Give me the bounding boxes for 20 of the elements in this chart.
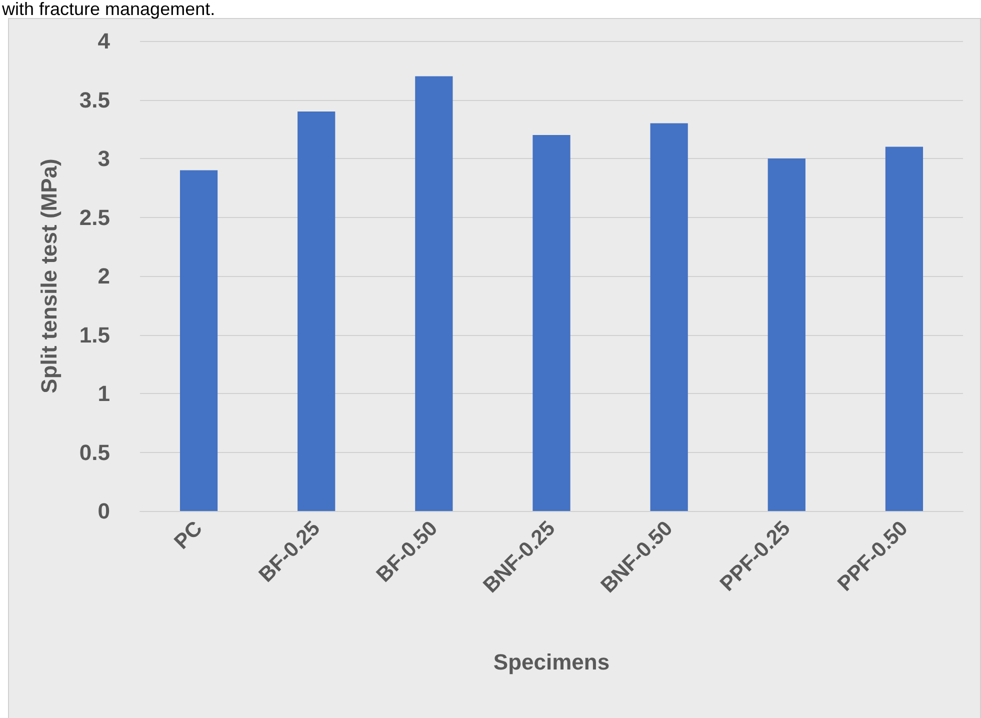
x-axis-title: Specimens <box>493 650 610 674</box>
bar <box>180 170 218 511</box>
y-tick-label: 0 <box>98 498 110 524</box>
text: with fracture management. <box>1 0 216 19</box>
x-tick-label: PC <box>170 516 207 554</box>
y-axis-title: Split tensile test (MPa) <box>36 158 62 394</box>
y-tick-label: 2.5 <box>79 204 110 230</box>
bar <box>415 76 453 511</box>
y-tick-label: 2 <box>98 264 110 288</box>
y-tick-label: 3.5 <box>79 87 110 112</box>
bar <box>885 146 924 511</box>
y-tick-label: 1 <box>98 381 110 406</box>
y-tick-label: 4 <box>98 28 111 54</box>
y-tick-label: 1.5 <box>79 322 110 348</box>
bar <box>298 112 336 511</box>
bar <box>768 158 806 511</box>
bar <box>650 123 688 511</box>
bar <box>532 135 570 511</box>
y-tick-label: 0.5 <box>79 440 110 465</box>
y-tick-label: 3 <box>98 146 110 171</box>
